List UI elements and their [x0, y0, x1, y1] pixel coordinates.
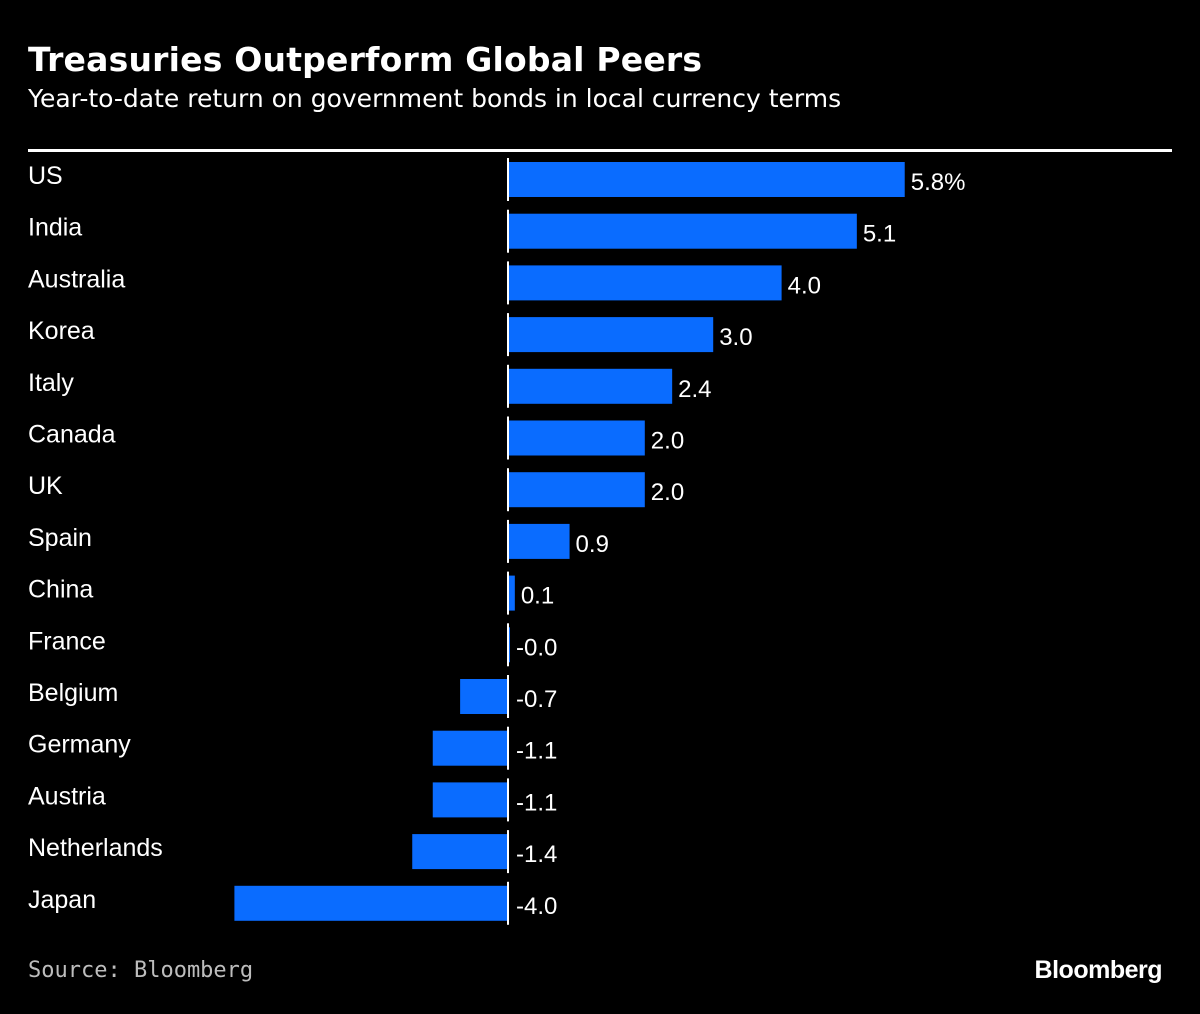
data-label: -1.1 — [516, 738, 557, 765]
bar — [508, 420, 645, 456]
category-label: India — [28, 214, 82, 242]
data-label: -0.0 — [516, 634, 557, 661]
data-label: 2.0 — [651, 479, 684, 506]
data-label: -1.4 — [516, 841, 557, 868]
bloomberg-logo: Bloomberg — [1034, 956, 1163, 984]
category-label: Canada — [28, 421, 116, 449]
chart-subtitle: Year-to-date return on government bonds … — [28, 84, 842, 113]
bar — [432, 782, 508, 818]
bar — [508, 523, 570, 559]
data-label: 2.0 — [651, 428, 684, 455]
data-label: -0.7 — [516, 686, 557, 713]
bar — [508, 368, 673, 404]
source-note: Source: Bloomberg — [28, 958, 254, 983]
data-label: 5.1 — [863, 221, 896, 248]
category-label: Japan — [28, 886, 96, 914]
category-label: Australia — [28, 265, 125, 293]
category-label: UK — [28, 472, 63, 500]
category-label: Spain — [28, 524, 92, 552]
bar — [508, 575, 515, 611]
bar — [234, 885, 508, 921]
data-label: 3.0 — [719, 324, 752, 351]
category-label: Austria — [28, 782, 106, 810]
data-label: 4.0 — [788, 272, 821, 299]
data-label: -4.0 — [516, 893, 557, 920]
bar — [508, 162, 905, 197]
bar — [508, 472, 645, 508]
bar — [432, 730, 508, 766]
bar — [508, 213, 857, 249]
bar — [412, 834, 508, 870]
data-label: 2.4 — [678, 376, 711, 403]
category-label: Italy — [28, 369, 74, 397]
data-label: 0.1 — [521, 583, 554, 610]
category-label: Belgium — [28, 679, 118, 707]
bar — [508, 265, 782, 301]
category-label: China — [28, 576, 93, 604]
category-label: Germany — [28, 731, 131, 759]
data-label: 0.9 — [576, 531, 609, 558]
data-label: 5.8% — [911, 169, 966, 196]
category-label: Korea — [28, 317, 95, 345]
category-label: US — [28, 162, 63, 190]
chart-title: Treasuries Outperform Global Peers — [28, 40, 703, 79]
header-rule — [28, 149, 1172, 152]
bar — [460, 679, 508, 714]
bar — [508, 317, 714, 353]
data-label: -1.1 — [516, 789, 557, 816]
category-label: Netherlands — [28, 834, 163, 862]
category-label: France — [28, 627, 106, 655]
